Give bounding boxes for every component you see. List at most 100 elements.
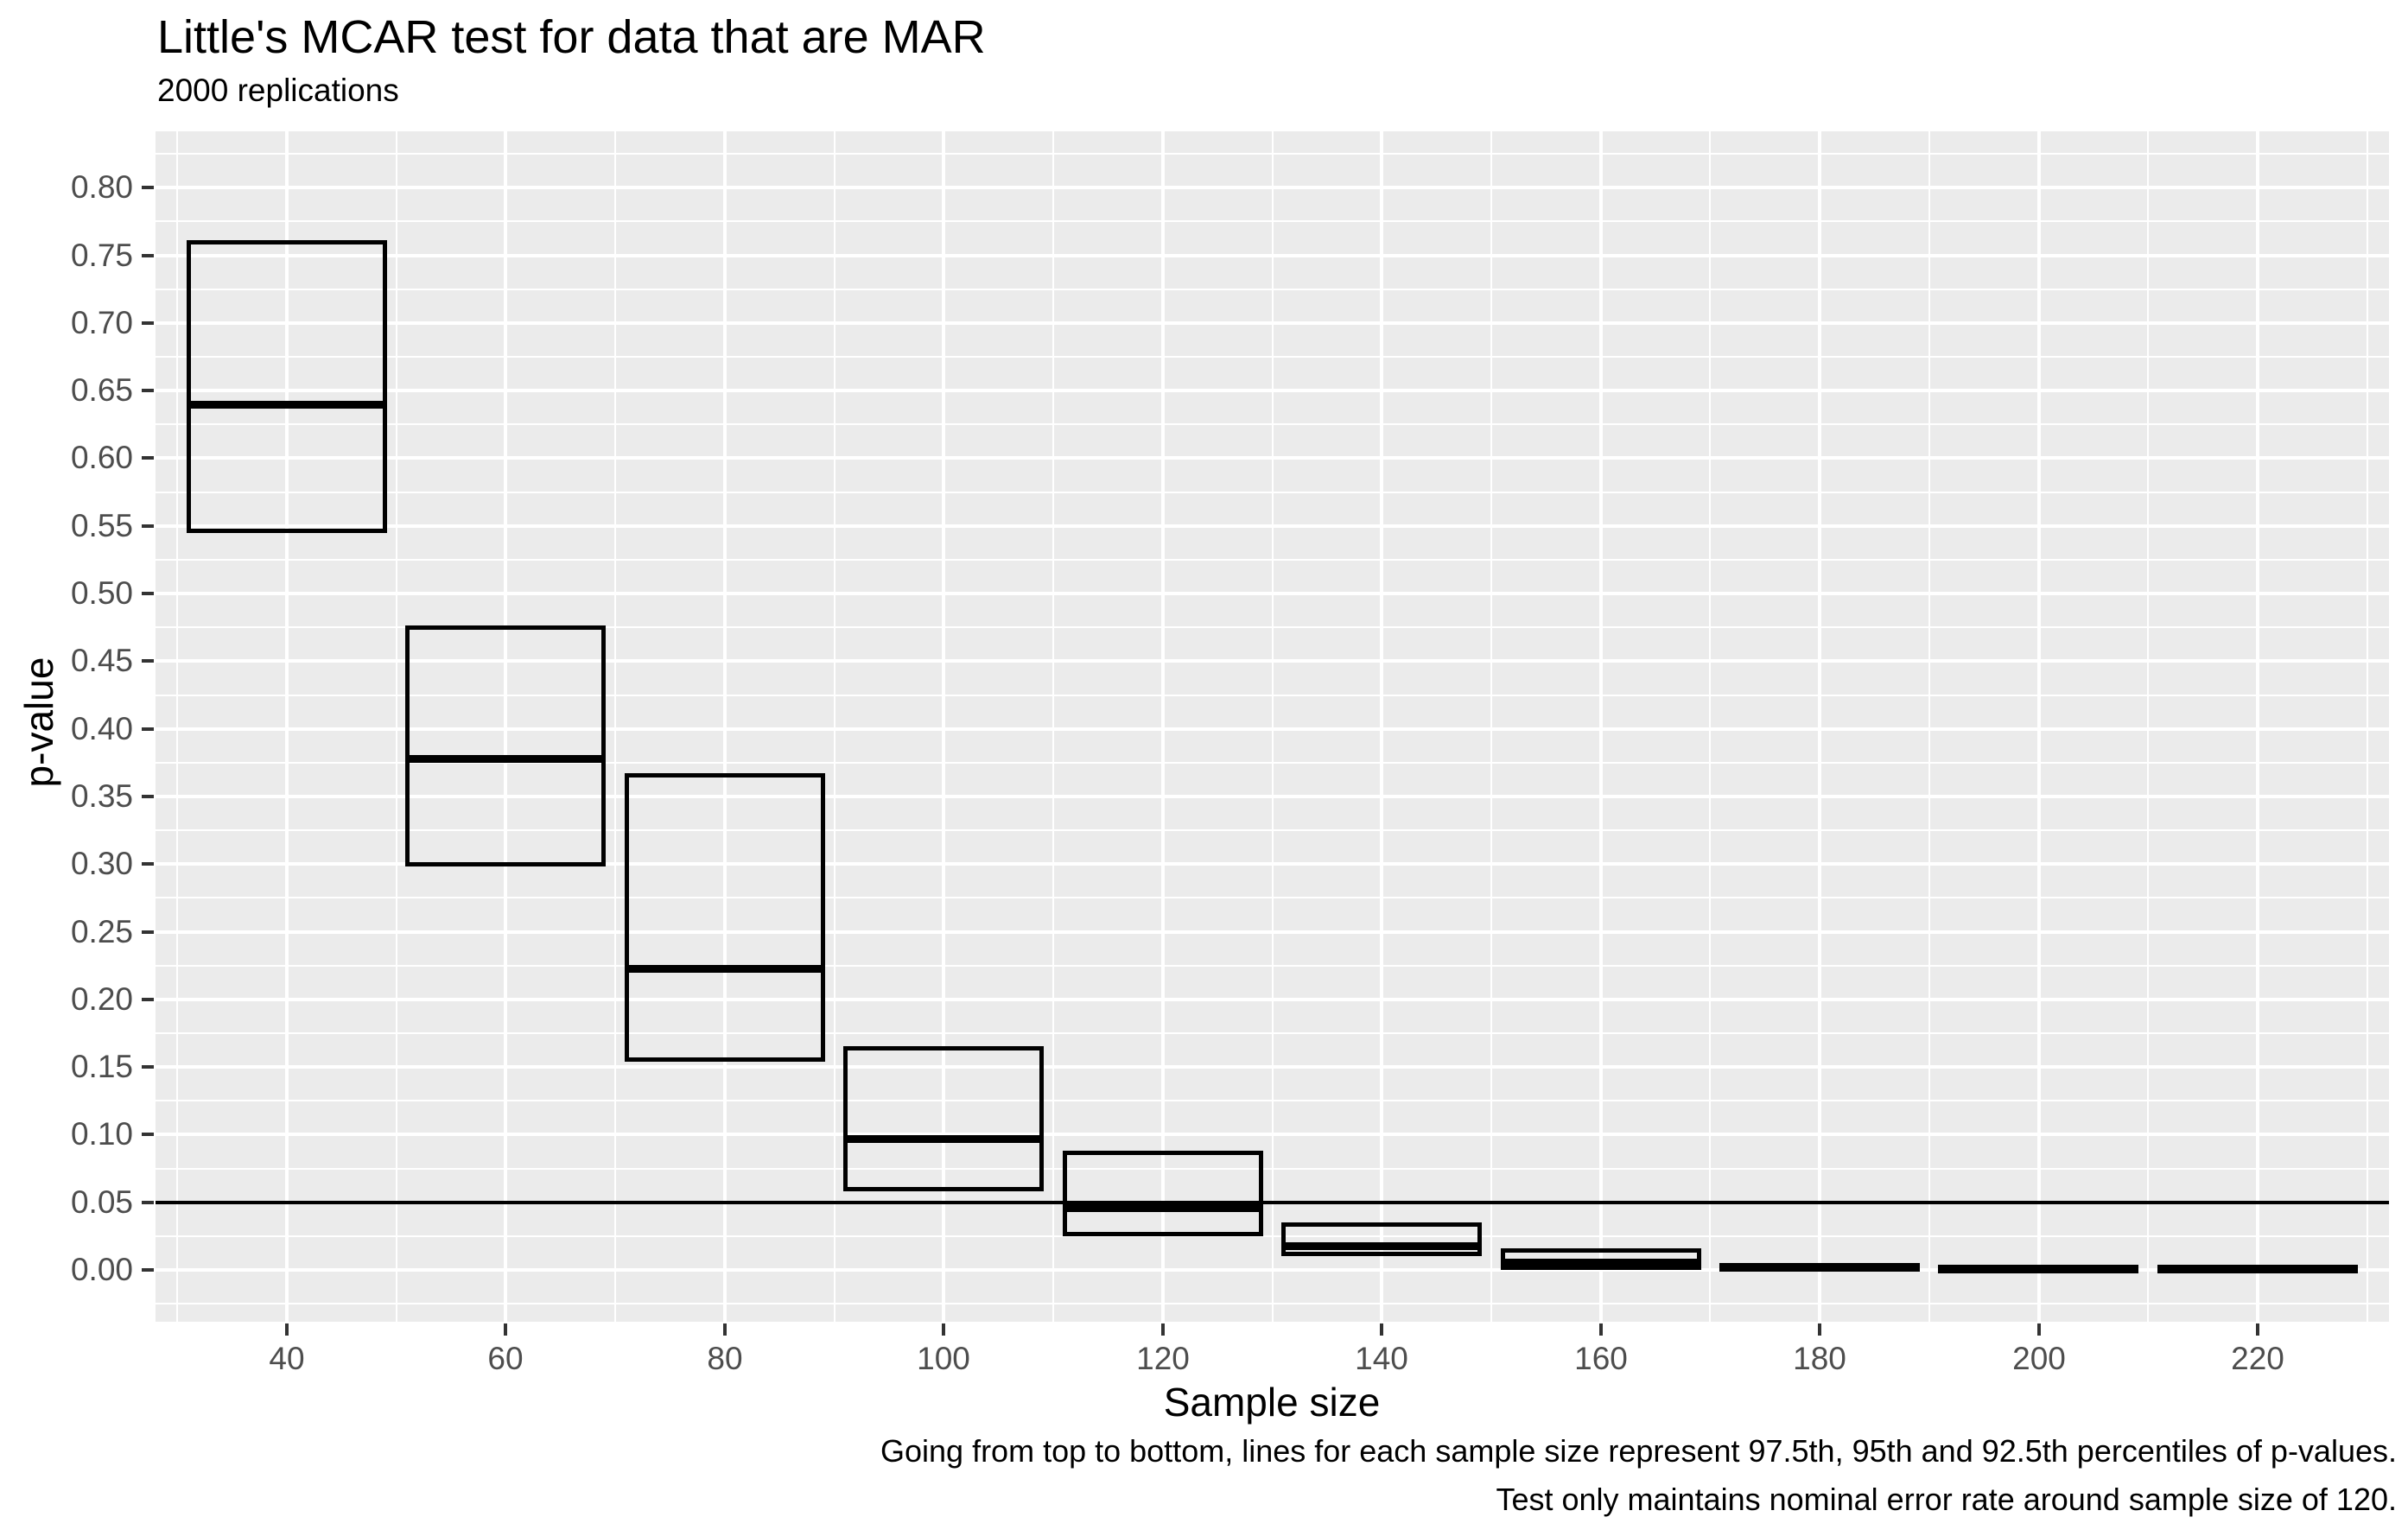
gridline-y-major (156, 389, 2389, 392)
gridline-y-major (156, 862, 2389, 866)
x-axis-tick-label: 40 (269, 1341, 305, 1376)
crossbar-midline (2159, 1265, 2356, 1273)
chart-title: Little's MCAR test for data that are MAR (157, 11, 986, 63)
x-axis-tick-label: 80 (707, 1341, 743, 1376)
gridline-y-minor (156, 1235, 2389, 1237)
y-axis-tick-label: 0.35 (70, 778, 133, 814)
x-axis-tick-mark (1380, 1323, 1383, 1336)
gridline-y-minor (156, 153, 2389, 155)
y-axis-tick-label: 0.80 (70, 169, 133, 205)
crossbar-midline (1940, 1265, 2137, 1273)
crossbar-box (1063, 1151, 1263, 1236)
gridline-x-minor (2367, 131, 2368, 1322)
gridline-y-minor (156, 1032, 2389, 1034)
gridline-x-minor (834, 131, 835, 1322)
y-axis-tick-label: 0.30 (70, 846, 133, 881)
gridline-x-major (285, 131, 289, 1322)
gridline-y-minor (156, 1100, 2389, 1101)
x-axis-tick-label: 180 (1793, 1341, 1846, 1376)
gridline-x-major (1161, 131, 1165, 1322)
x-axis-tick-mark (1161, 1323, 1165, 1336)
y-axis-tick-mark (142, 930, 154, 934)
gridline-y-minor (156, 762, 2389, 764)
gridline-x-minor (176, 131, 178, 1322)
y-axis-tick-label: 0.75 (70, 238, 133, 273)
gridline-x-minor (1928, 131, 1930, 1322)
gridline-x-major (504, 131, 507, 1322)
y-axis-tick-mark (142, 1201, 154, 1204)
gridline-y-major (156, 524, 2389, 528)
chart-caption: Going from top to bottom, lines for each… (880, 1427, 2397, 1524)
crossbar-box (187, 240, 387, 533)
crossbar-midline (407, 755, 604, 763)
gridline-x-major (1599, 131, 1603, 1322)
y-axis-tick-label: 0.25 (70, 914, 133, 949)
x-axis-tick-mark (723, 1323, 727, 1336)
chart-subtitle: 2000 replications (157, 73, 399, 108)
gridline-x-minor (2147, 131, 2149, 1322)
gridline-y-major (156, 456, 2389, 460)
gridline-y-major (156, 1268, 2389, 1272)
gridline-y-minor (156, 829, 2389, 831)
y-axis-tick-label: 0.00 (70, 1252, 133, 1287)
y-axis-tick-label: 0.55 (70, 508, 133, 543)
gridline-y-major (156, 254, 2389, 257)
gridline-y-minor (156, 492, 2389, 493)
x-axis-tick-label: 120 (1136, 1341, 1190, 1376)
y-axis-tick-mark (142, 1065, 154, 1069)
y-axis-tick-mark (142, 456, 154, 460)
crossbar-midline (1721, 1263, 1918, 1271)
gridline-y-minor (156, 423, 2389, 425)
x-axis-tick-mark (2256, 1323, 2259, 1336)
x-axis-tick-label: 160 (1574, 1341, 1628, 1376)
crossbar-midline (845, 1135, 1042, 1143)
y-axis-tick-label: 0.60 (70, 440, 133, 475)
crossbar-midline (1283, 1242, 1480, 1250)
gridline-y-minor (156, 1168, 2389, 1170)
gridline-y-major (156, 1065, 2389, 1069)
x-axis-tick-label: 60 (487, 1341, 524, 1376)
y-axis-tick-label: 0.05 (70, 1184, 133, 1220)
gridline-y-major (156, 659, 2389, 663)
gridline-x-minor (1490, 131, 1492, 1322)
y-axis-tick-mark (142, 592, 154, 595)
gridline-x-minor (396, 131, 397, 1322)
gridline-y-major (156, 321, 2389, 325)
y-axis-tick-label: 0.70 (70, 305, 133, 340)
gridline-y-major (156, 727, 2389, 731)
gridline-x-major (1818, 131, 1821, 1322)
gridline-y-major (156, 592, 2389, 595)
crossbar-box (1281, 1222, 1482, 1256)
reference-line-0.05 (156, 1201, 2389, 1204)
y-axis-tick-label: 0.10 (70, 1116, 133, 1152)
y-axis-tick-label: 0.15 (70, 1049, 133, 1084)
x-axis-tick-label: 200 (2012, 1341, 2066, 1376)
x-axis-tick-label: 140 (1355, 1341, 1408, 1376)
x-axis-tick-mark (285, 1323, 289, 1336)
gridline-y-major (156, 186, 2389, 189)
gridline-x-major (2037, 131, 2041, 1322)
crossbar-midline (1064, 1204, 1261, 1212)
y-axis-tick-mark (142, 321, 154, 325)
x-axis-title: Sample size (1163, 1380, 1381, 1425)
y-axis-tick-mark (142, 1268, 154, 1272)
y-axis-tick-label: 0.20 (70, 981, 133, 1017)
gridline-x-major (2256, 131, 2259, 1322)
gridline-y-minor (156, 289, 2389, 290)
y-axis-tick-mark (142, 524, 154, 528)
gridline-y-minor (156, 559, 2389, 561)
x-axis-tick-mark (1818, 1323, 1821, 1336)
gridline-x-minor (1052, 131, 1054, 1322)
gridline-y-minor (156, 220, 2389, 222)
y-axis-tick-mark (142, 998, 154, 1001)
crossbar-box (405, 625, 606, 866)
crossbar-midline (188, 401, 385, 409)
gridline-x-major (942, 131, 945, 1322)
gridline-y-minor (156, 356, 2389, 358)
y-axis-tick-label: 0.65 (70, 372, 133, 408)
y-axis-tick-label: 0.50 (70, 575, 133, 611)
crossbar-midline (1503, 1259, 1700, 1266)
gridline-y-minor (156, 626, 2389, 628)
gridline-y-major (156, 930, 2389, 934)
